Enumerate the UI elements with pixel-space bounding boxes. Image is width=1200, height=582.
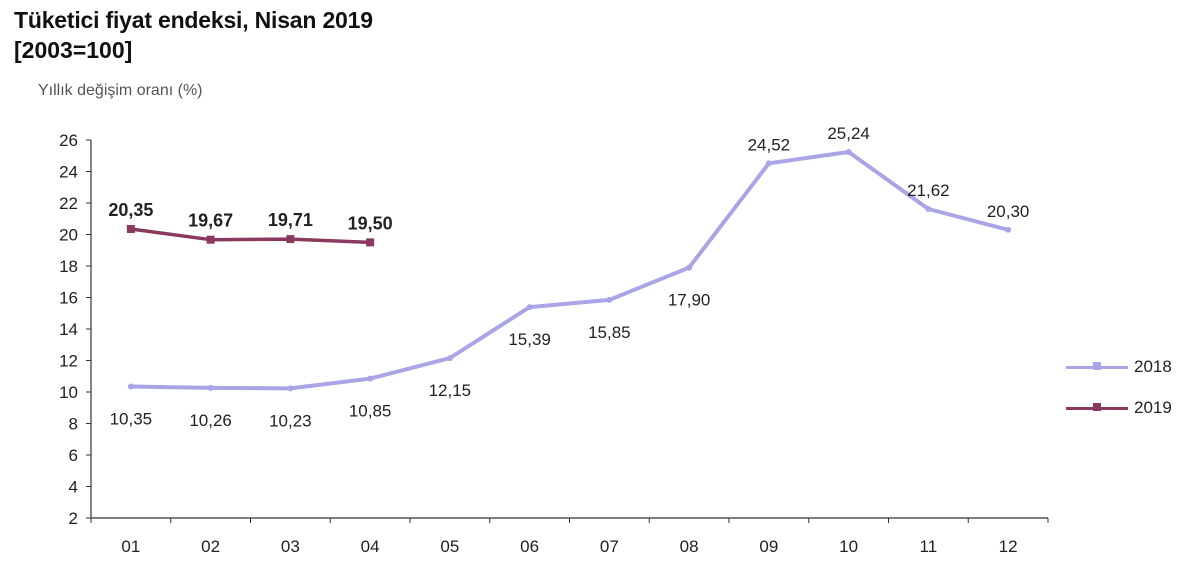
legend-marker-2019 xyxy=(1093,403,1101,411)
y-tick-label: 26 xyxy=(59,131,78,150)
y-tick-label: 14 xyxy=(59,320,78,339)
legend-item-2019: 2019 xyxy=(1066,396,1196,420)
x-tick-label: 09 xyxy=(759,537,778,556)
x-tick-label: 02 xyxy=(201,537,220,556)
y-axis-label-text: Yıllık değişim oranı (%) xyxy=(38,82,203,99)
y-tick-label: 4 xyxy=(69,478,78,497)
legend-marker-2018 xyxy=(1093,362,1101,370)
data-point-2019 xyxy=(286,235,295,244)
y-tick-label: 2 xyxy=(69,509,78,528)
x-tick-label: 08 xyxy=(680,537,699,556)
data-label-2018: 21,62 xyxy=(907,181,950,200)
y-tick-label: 18 xyxy=(59,257,78,276)
data-point-2018 xyxy=(845,148,852,155)
x-tick-label: 03 xyxy=(281,537,300,556)
y-axis-label: Yıllık değişim oranı (%) xyxy=(38,80,203,102)
y-tick-label: 8 xyxy=(69,415,78,434)
data-point-2018 xyxy=(207,384,214,391)
data-label-2018: 15,39 xyxy=(508,330,551,349)
data-point-2018 xyxy=(446,355,453,362)
legend-label-2019: 2019 xyxy=(1134,398,1172,417)
data-point-2018 xyxy=(1005,226,1012,233)
series-line-2018 xyxy=(130,150,1009,391)
x-tick-label: 04 xyxy=(361,537,380,556)
y-tick-label: 16 xyxy=(59,289,78,308)
data-label-2018: 10,85 xyxy=(349,402,392,421)
data-label-2018: 24,52 xyxy=(748,135,791,154)
data-point-2018 xyxy=(686,264,693,271)
y-tick-label: 20 xyxy=(59,226,78,245)
x-tick-label: 05 xyxy=(440,537,459,556)
x-tick-label: 06 xyxy=(520,537,539,556)
data-point-2019 xyxy=(206,235,215,244)
legend-item-2018: 2018 xyxy=(1066,355,1196,379)
data-label-2019: 20,35 xyxy=(108,200,153,220)
data-point-2019 xyxy=(366,238,375,247)
data-label-2018: 20,30 xyxy=(987,202,1030,221)
y-tick-label: 12 xyxy=(59,352,78,371)
chart-title: Tüketici fiyat endeksi, Nisan 2019 xyxy=(14,7,373,33)
data-label-2018: 10,26 xyxy=(189,411,232,430)
data-label-2019: 19,67 xyxy=(188,211,233,231)
data-point-2018 xyxy=(925,205,932,212)
data-point-2018 xyxy=(287,385,294,392)
y-tick-label: 24 xyxy=(59,163,78,182)
x-tick-label: 07 xyxy=(600,537,619,556)
data-point-2018 xyxy=(765,160,772,167)
series-lines xyxy=(126,148,1012,392)
x-tick-label: 01 xyxy=(121,537,140,556)
data-point-2018 xyxy=(127,383,134,390)
data-point-2019 xyxy=(126,224,135,233)
data-label-2018: 12,15 xyxy=(429,381,472,400)
y-tick-label: 10 xyxy=(59,383,78,402)
x-tick-label: 12 xyxy=(999,537,1018,556)
data-point-2018 xyxy=(606,296,613,303)
data-point-2018 xyxy=(367,375,374,382)
y-tick-label: 6 xyxy=(69,446,78,465)
data-labels: 10,35 10,26 10,23 10,85 12,15 15,39 15,85 17,90… xyxy=(108,124,1029,430)
data-label-2019: 19,71 xyxy=(268,210,313,230)
y-tick-label: 22 xyxy=(59,194,78,213)
data-label-2018: 10,35 xyxy=(110,409,153,428)
data-label-2018: 15,85 xyxy=(588,323,631,342)
series-line-2019 xyxy=(130,227,371,245)
data-label-2018: 10,23 xyxy=(269,411,312,430)
x-tick-label: 10 xyxy=(839,537,858,556)
data-label-2019: 19,50 xyxy=(348,213,393,233)
x-tick-label: 11 xyxy=(920,537,938,556)
chart-subtitle: [2003=100] xyxy=(14,37,133,63)
data-label-2018: 17,90 xyxy=(668,291,711,310)
legend-label-2018: 2018 xyxy=(1134,357,1172,376)
data-point-2018 xyxy=(526,304,533,311)
data-label-2018: 25,24 xyxy=(827,124,870,143)
